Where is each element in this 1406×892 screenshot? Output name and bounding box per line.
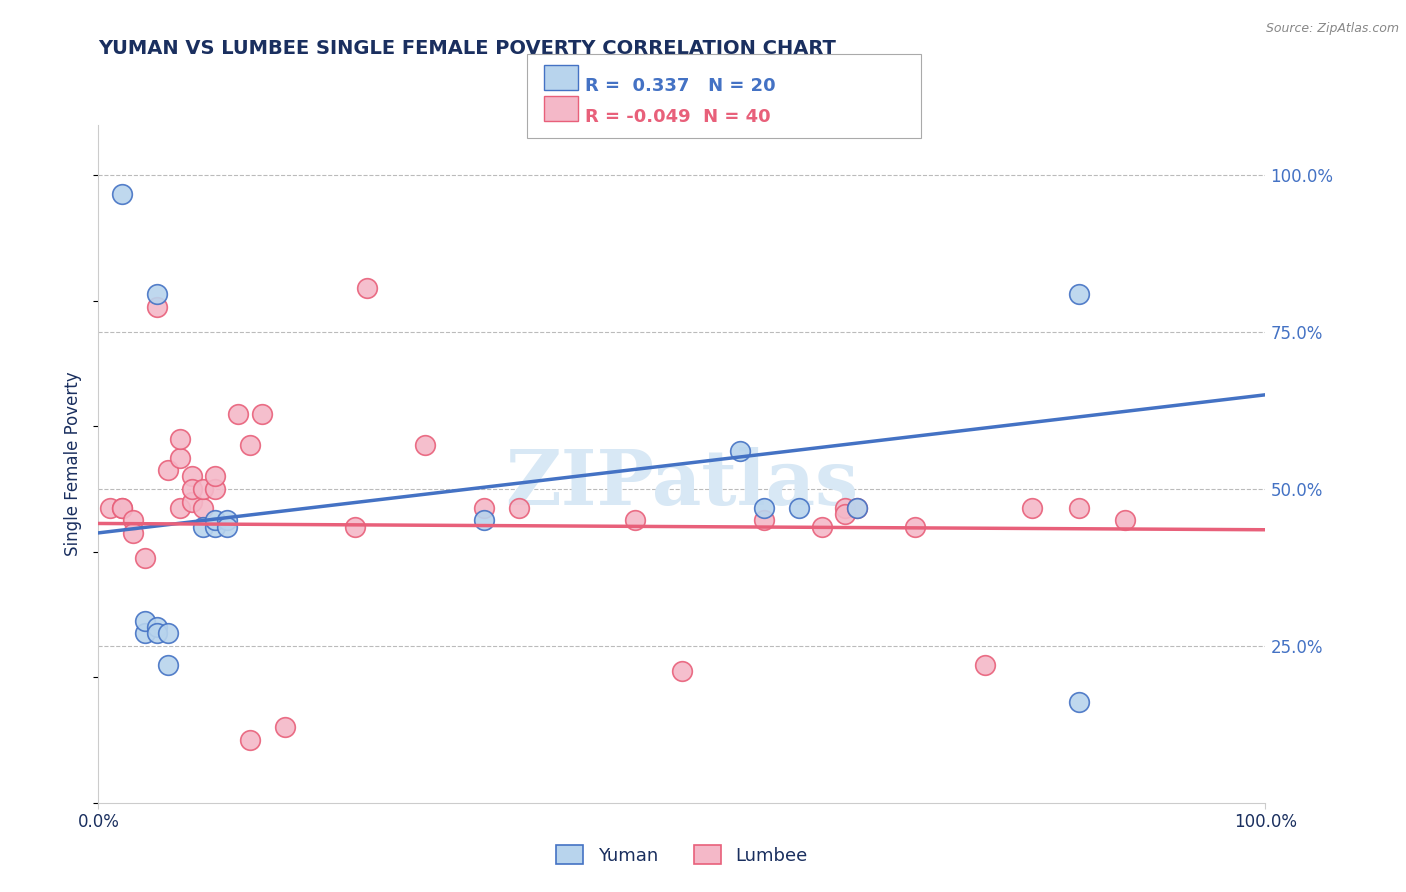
Point <box>193 500 215 515</box>
Point <box>157 657 180 672</box>
Text: R =  0.337   N = 20: R = 0.337 N = 20 <box>585 77 776 95</box>
Point <box>111 500 134 515</box>
Point <box>111 500 134 515</box>
Point <box>134 614 156 628</box>
Text: YUMAN VS LUMBEE SINGLE FEMALE POVERTY CORRELATION CHART: YUMAN VS LUMBEE SINGLE FEMALE POVERTY CO… <box>98 39 837 58</box>
Point <box>146 620 169 634</box>
Point <box>671 664 693 678</box>
Point <box>193 482 215 496</box>
Point <box>904 519 927 533</box>
Point <box>250 407 273 421</box>
Point <box>344 519 367 533</box>
Point <box>239 438 262 452</box>
Point <box>1067 500 1090 515</box>
Point <box>834 507 856 521</box>
Point <box>472 500 495 515</box>
Point <box>180 469 202 483</box>
Point <box>846 500 869 515</box>
Point <box>146 287 169 301</box>
Point <box>98 500 121 515</box>
Point <box>204 519 226 533</box>
Point <box>752 513 775 527</box>
Text: ZIPatlas: ZIPatlas <box>505 447 859 521</box>
Point <box>122 525 145 540</box>
Point <box>752 500 775 515</box>
Y-axis label: Single Female Poverty: Single Female Poverty <box>65 372 83 556</box>
Point <box>787 500 810 515</box>
Point <box>111 186 134 201</box>
Point <box>169 450 191 465</box>
Point <box>1067 695 1090 709</box>
Point <box>169 500 191 515</box>
Point <box>974 657 997 672</box>
Point <box>356 281 378 295</box>
Point <box>180 494 202 508</box>
Point <box>157 626 180 640</box>
Point <box>239 733 262 747</box>
Point <box>1114 513 1136 527</box>
Point <box>215 519 238 533</box>
Text: Source: ZipAtlas.com: Source: ZipAtlas.com <box>1265 22 1399 36</box>
Point <box>122 513 145 527</box>
Point <box>846 500 869 515</box>
Point <box>1021 500 1043 515</box>
Point <box>146 626 169 640</box>
Point <box>274 721 297 735</box>
Legend: Yuman, Lumbee: Yuman, Lumbee <box>548 838 815 871</box>
Point <box>134 626 156 640</box>
Point <box>472 513 495 527</box>
Point <box>730 444 752 458</box>
Point <box>146 300 169 314</box>
Point <box>180 482 202 496</box>
Point <box>157 463 180 477</box>
Point <box>508 500 530 515</box>
Point <box>169 432 191 446</box>
Point <box>134 551 156 566</box>
Point <box>228 407 250 421</box>
Point <box>834 500 856 515</box>
Point <box>204 482 226 496</box>
Point <box>624 513 647 527</box>
Point <box>204 469 226 483</box>
Point <box>811 519 834 533</box>
Text: R = -0.049  N = 40: R = -0.049 N = 40 <box>585 108 770 126</box>
Point <box>193 519 215 533</box>
Point <box>1067 287 1090 301</box>
Point <box>204 513 226 527</box>
Point <box>215 513 238 527</box>
Point <box>413 438 436 452</box>
